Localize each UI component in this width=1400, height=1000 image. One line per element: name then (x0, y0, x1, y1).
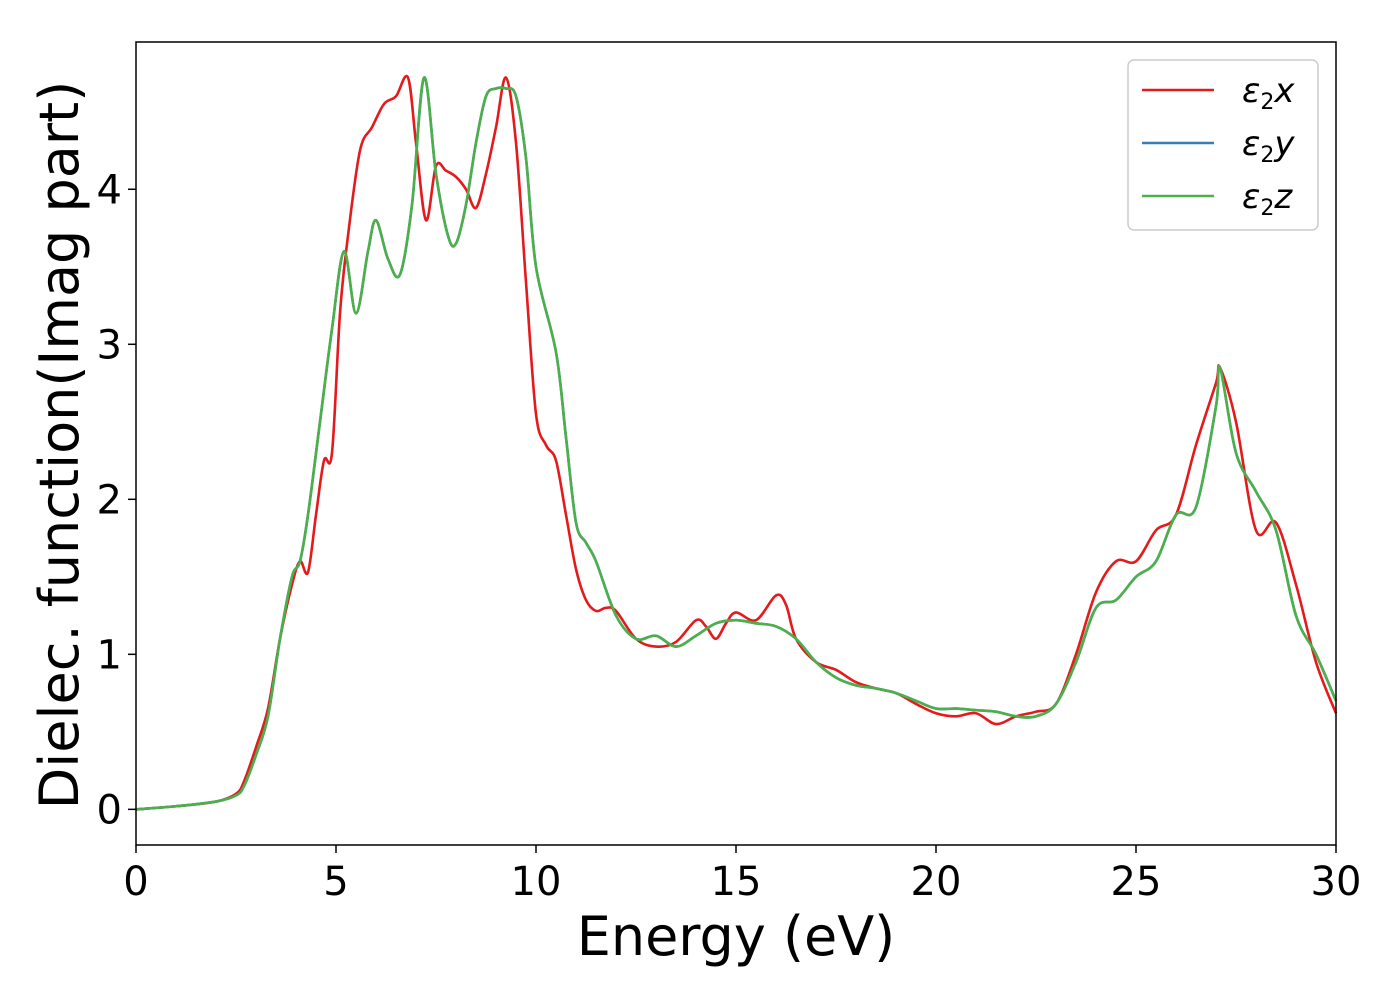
x-axis-title: Energy (eV) (577, 905, 896, 968)
y-axis-title: Dielec. function(Imag part) (28, 81, 91, 810)
x-tick-label: 0 (123, 859, 148, 905)
y-tick-label: 1 (97, 632, 122, 678)
x-tick-label: 5 (323, 859, 348, 905)
series-line-z (135, 76, 1338, 811)
x-tick-label: 20 (911, 859, 962, 905)
x-tick-label: 10 (511, 859, 562, 905)
legend-label-x: ε2x (1242, 71, 1295, 115)
x-tick-label: 30 (1311, 859, 1362, 905)
x-tick-label: 15 (711, 859, 762, 905)
legend-label-y: ε2y (1242, 124, 1295, 168)
series-line-x (135, 74, 1338, 811)
series-layer (135, 74, 1338, 811)
y-tick-label: 2 (97, 477, 122, 523)
legend-label-z: ε2z (1242, 177, 1293, 221)
legend: ε2x ε2y ε2z (1127, 59, 1319, 231)
y-tick-label: 3 (97, 322, 122, 368)
x-tick-label: 25 (1111, 859, 1162, 905)
legend-box (1127, 59, 1319, 231)
y-tick-label: 4 (97, 167, 122, 213)
y-tick-label: 0 (97, 787, 122, 833)
ticks-layer: 0 5 10 15 20 25 30 0 1 2 3 4 (97, 167, 1362, 905)
